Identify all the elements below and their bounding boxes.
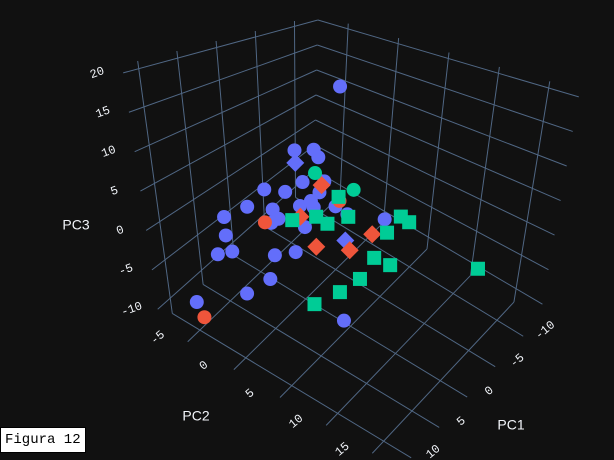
marker [331,189,346,204]
grid-line [325,275,471,426]
y-tick-label: 0 [197,358,212,373]
grid-line [215,40,235,256]
marker [470,261,485,276]
marker [263,272,278,287]
y-tick-label: 5 [243,386,258,401]
grid-line [339,23,349,196]
grid-line [151,144,316,271]
markers [189,79,485,328]
marker [309,209,324,224]
marker [295,175,310,190]
marker [336,313,351,328]
marker [312,176,331,195]
marker [340,241,359,260]
z-tick-label: 0 [114,223,126,239]
marker [287,143,302,158]
grid-line [316,69,567,167]
grid-line [315,94,561,202]
marker [217,210,232,225]
marker [240,286,255,301]
marker [311,150,326,165]
marker [225,244,240,259]
marker [307,297,322,312]
marker [257,182,272,197]
z-tick-label: -10 [119,299,144,320]
grid-line [513,81,551,303]
marker [257,215,272,230]
grid-line [134,69,317,153]
x-tick-label: -10 [533,318,559,343]
marker [332,285,347,300]
z-tick-label: 20 [88,64,106,82]
marker [278,184,293,199]
grid-line [315,119,555,236]
marker [341,209,356,224]
marker [267,248,282,263]
grid-line [137,60,173,314]
marker [346,182,361,197]
grid-line [426,52,450,250]
marker [377,212,392,227]
z-tick-label: 10 [100,143,118,161]
z-tick-label: -5 [117,261,135,279]
marker [352,271,367,286]
x-tick-label: 5 [454,414,469,429]
marker [288,245,303,260]
marker [308,166,323,181]
grid-line [254,30,266,227]
marker [303,194,318,209]
z-tick-label: 5 [109,183,121,199]
grid-line [383,38,400,223]
grid-line [128,44,318,113]
marker [402,215,417,230]
marker [363,225,382,244]
grid-line [469,66,500,276]
marker [240,199,255,214]
grid-line [140,94,317,192]
grid [123,19,579,459]
y-tick-label: -5 [148,328,168,348]
grid-line [123,19,319,74]
grid-line [279,248,428,398]
x-axis-title: PC1 [497,417,524,433]
marker [197,310,212,325]
z-tick-label: 15 [94,103,112,121]
x-tick-label: -5 [507,351,527,371]
grid-line [314,144,549,271]
y-axis-title: PC2 [182,408,209,424]
marker [380,225,395,240]
marker [333,79,348,94]
grid-line [317,44,573,132]
marker [367,250,382,265]
marker [218,228,233,243]
marker [320,216,335,231]
marker [292,198,307,213]
y-tick-label: 10 [286,412,306,432]
marker [307,237,326,256]
grid-line [233,222,384,370]
marker [285,213,300,228]
marker [210,247,225,262]
grid-line [145,119,316,231]
figure-caption: Figura 12 [0,427,86,453]
z-axis-title: PC3 [62,217,89,233]
marker [189,295,204,310]
marker [383,258,398,273]
x-tick-label: 10 [423,442,443,460]
x-tick-label: 0 [482,383,497,398]
grid-line [317,19,579,98]
y-tick-label: 15 [332,439,352,459]
grid-line [176,50,204,285]
grid-line [371,301,515,454]
marker [286,153,305,172]
